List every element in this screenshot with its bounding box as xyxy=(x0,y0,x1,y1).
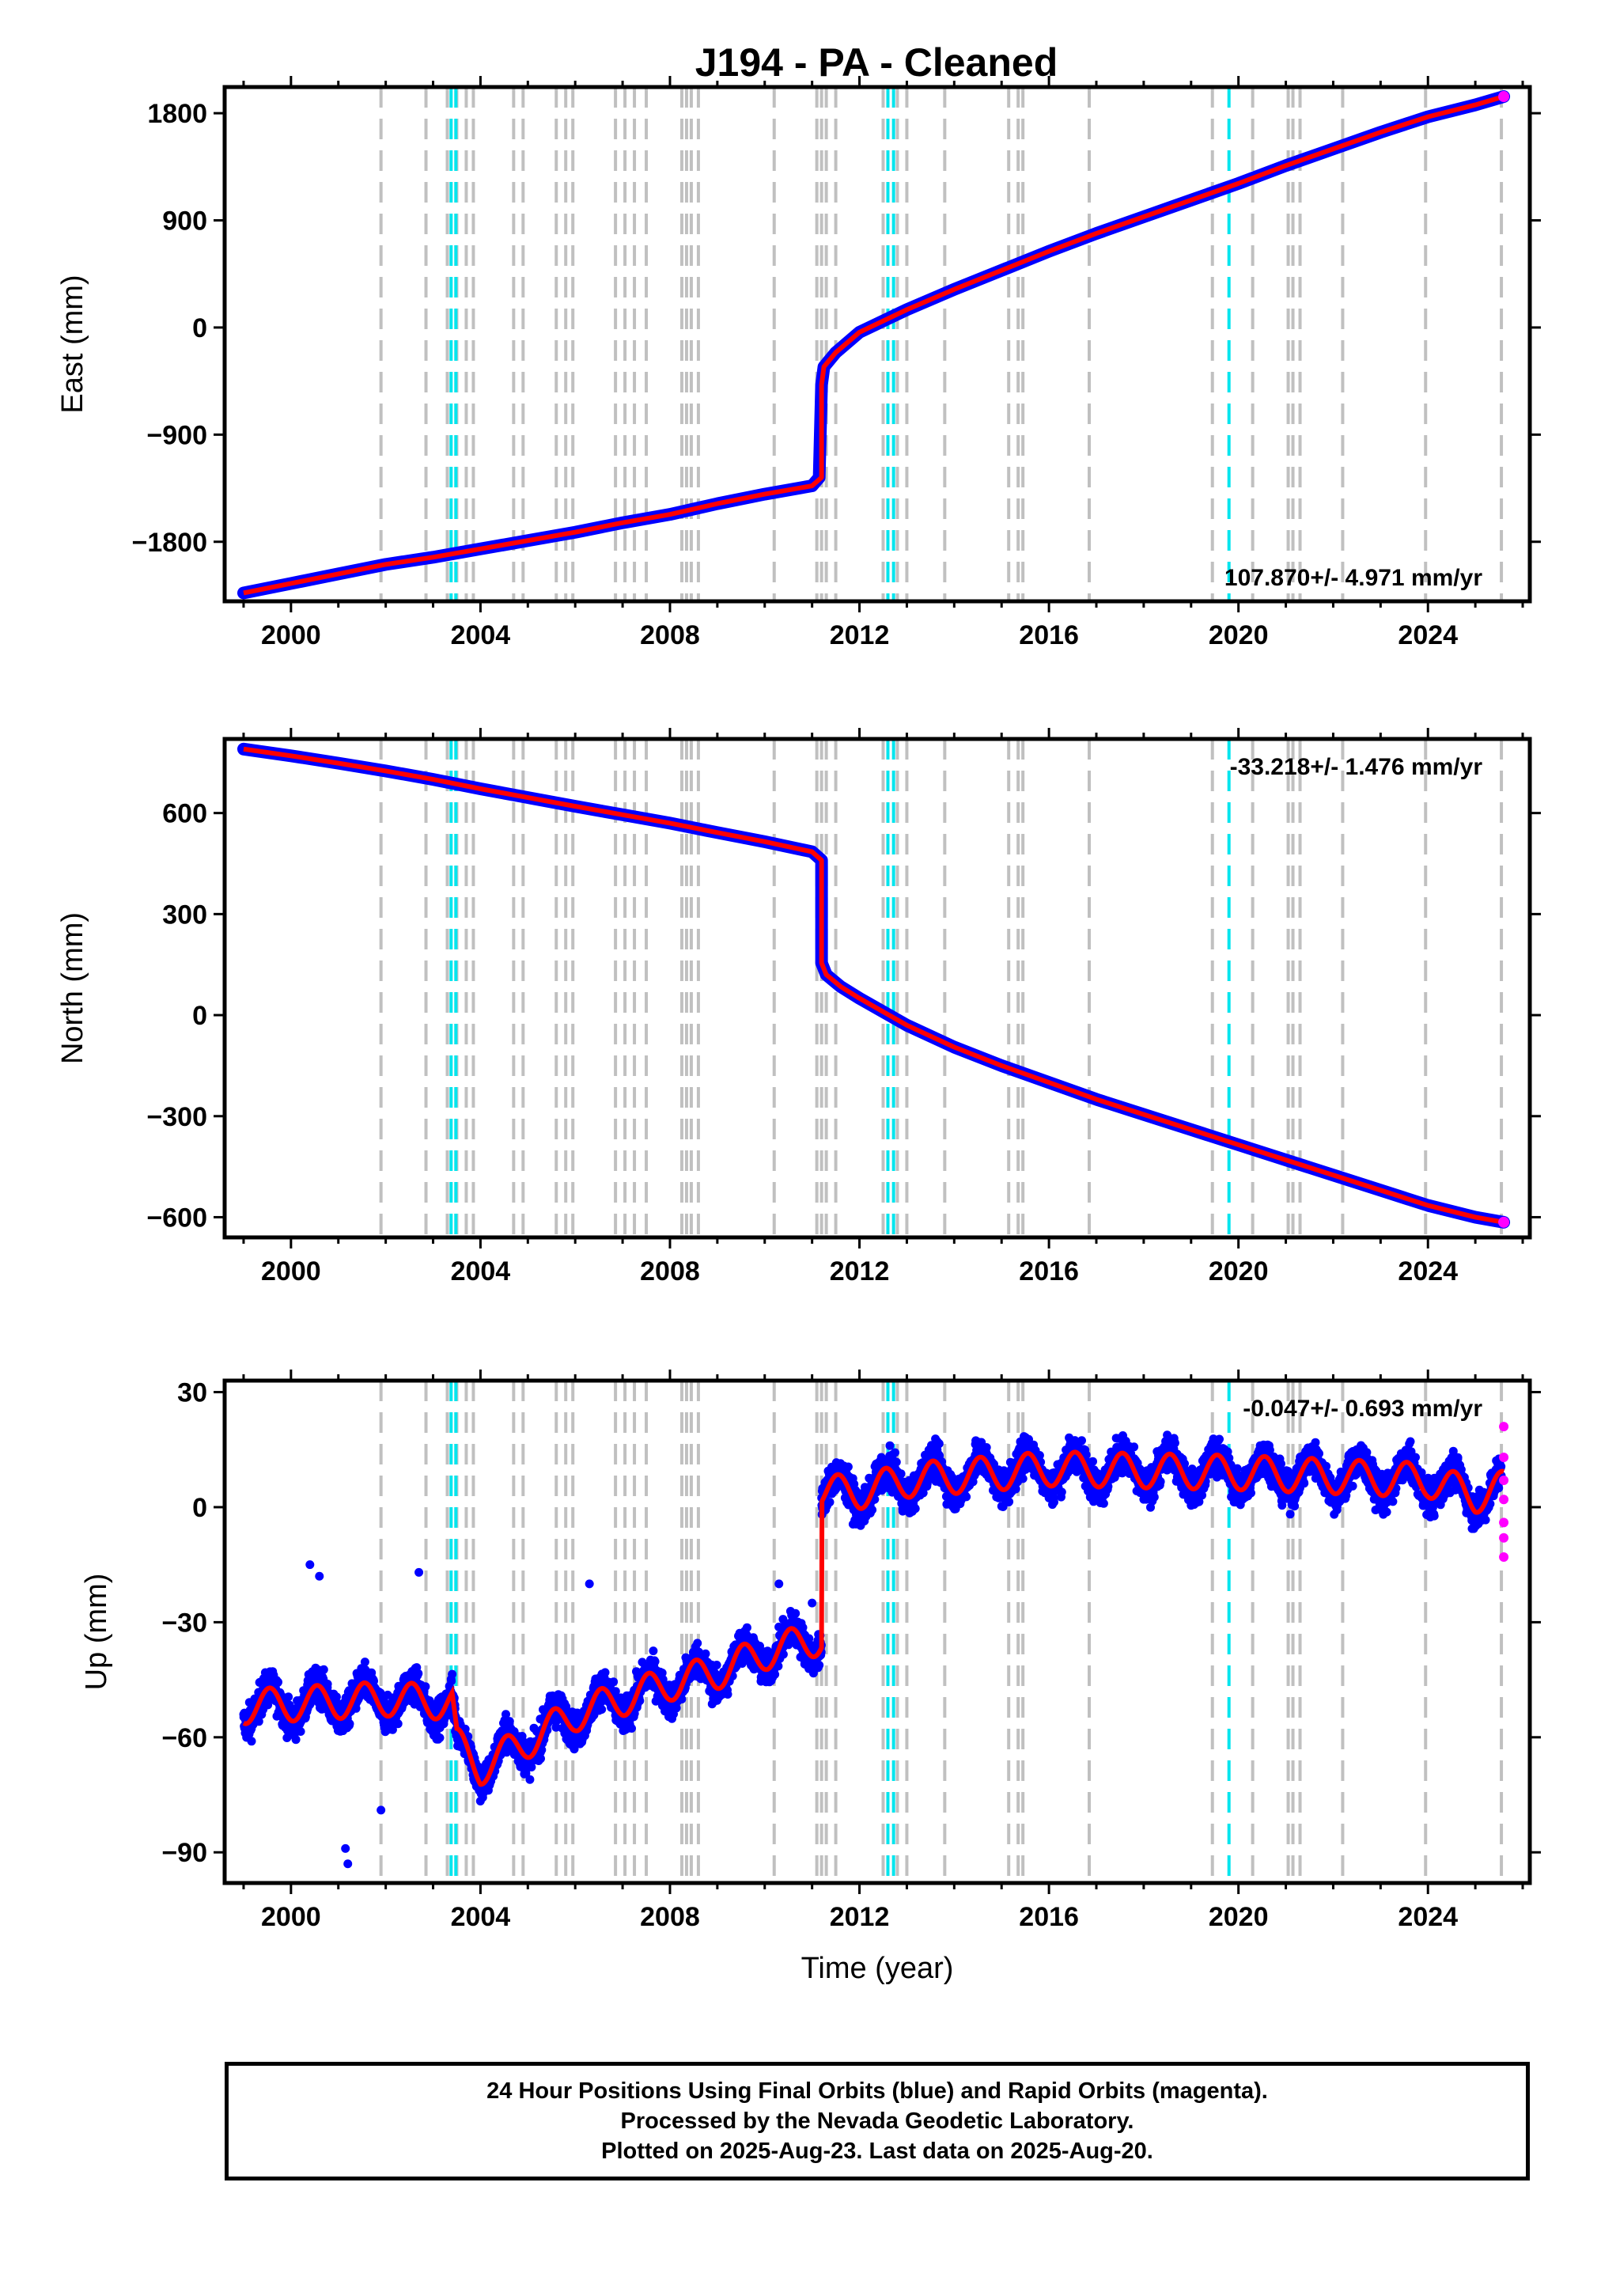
panel-up: 2000 2004 2008 2012 2016 2020 2024 −90 −60 −30 0 30… xyxy=(80,1370,1541,1985)
y-axis-label: Up (mm) xyxy=(80,1574,113,1691)
x-tick-label: 2000 xyxy=(261,620,321,650)
caption-line-1: 24 Hour Positions Using Final Orbits (bl… xyxy=(486,2078,1268,2104)
y-tick-label: 600 xyxy=(162,799,207,829)
y-tick-label: 300 xyxy=(162,900,207,930)
y-tick-label: −600 xyxy=(146,1203,207,1233)
panel-north: 2000 2004 2008 2012 2016 2020 2024 −600 −300 0 300… xyxy=(56,728,1541,1286)
y-tick-label: −60 xyxy=(161,1723,207,1753)
y-tick-label: 900 xyxy=(162,206,207,237)
model-fit-line xyxy=(243,746,1504,1225)
y-tick-label: −300 xyxy=(146,1102,207,1132)
rapid-orbit-point xyxy=(1499,1533,1509,1543)
y-tick-label: −30 xyxy=(161,1608,207,1638)
y-tick-label: −90 xyxy=(161,1838,207,1868)
rapid-orbit-point xyxy=(1499,1422,1509,1432)
rapid-orbit-point xyxy=(1499,1476,1509,1486)
plot-area xyxy=(237,739,1511,1237)
x-tick-label: 2000 xyxy=(261,1256,321,1286)
y-tick-label: 0 xyxy=(192,1001,207,1031)
x-tick-label: 2020 xyxy=(1209,1256,1269,1286)
velocity-rate-label: 107.870+/- 4.971 mm/yr xyxy=(1224,565,1482,591)
x-tick-label: 2004 xyxy=(451,1256,511,1286)
caption-line-3: Plotted on 2025-Aug-23. Last data on 202… xyxy=(601,2139,1153,2164)
velocity-rate-label: -0.047+/- 0.693 mm/yr xyxy=(1243,1396,1482,1422)
y-tick-label: 30 xyxy=(177,1378,207,1408)
model-fit-line xyxy=(243,94,1504,596)
rapid-orbit-point xyxy=(1499,1495,1509,1505)
x-tick-label: 2008 xyxy=(640,1902,700,1932)
y-axis-label: East (mm) xyxy=(56,275,89,413)
x-tick-label: 2020 xyxy=(1209,1902,1269,1932)
caption-line-2: Processed by the Nevada Geodetic Laborat… xyxy=(620,2108,1134,2134)
y-axis-label: North (mm) xyxy=(56,912,89,1064)
x-tick-label: 2016 xyxy=(1019,1256,1079,1286)
x-tick-label: 2008 xyxy=(640,620,700,650)
velocity-rate-label: -33.218+/- 1.476 mm/yr xyxy=(1230,754,1483,780)
plot-frame xyxy=(222,85,1532,604)
x-tick-label: 2004 xyxy=(451,620,511,650)
x-tick-label: 2016 xyxy=(1019,1902,1079,1932)
y-tick-label: −900 xyxy=(146,420,207,450)
rapid-orbit-point xyxy=(1499,1517,1509,1528)
rapid-orbit-point xyxy=(1498,91,1510,103)
y-tick-label: −1800 xyxy=(132,528,208,558)
x-tick-label: 2024 xyxy=(1398,620,1458,650)
x-tick-label: 2004 xyxy=(451,1902,511,1932)
plot-frame xyxy=(222,737,1532,1240)
x-tick-label: 2012 xyxy=(830,1902,890,1932)
y-tick-label: 1800 xyxy=(147,99,207,129)
final-orbit-points xyxy=(237,90,1511,600)
rapid-orbit-point xyxy=(1498,1216,1510,1228)
model-fit-line xyxy=(242,1449,1505,1787)
x-axis-label: Time (year) xyxy=(801,1952,954,1985)
x-tick-label: 2020 xyxy=(1209,620,1269,650)
x-tick-label: 2024 xyxy=(1398,1902,1458,1932)
final-orbit-points xyxy=(237,742,1511,1229)
x-tick-label: 2012 xyxy=(830,1256,890,1286)
x-tick-label: 2008 xyxy=(640,1256,700,1286)
plot-area xyxy=(237,87,1511,601)
y-tick-label: 0 xyxy=(192,1493,207,1523)
panel-east: 2000 2004 2008 2012 2016 2020 2024 −1800 −900 0 90… xyxy=(56,76,1541,650)
caption-box: 24 Hour Positions Using Final Orbits (bl… xyxy=(225,2062,1530,2180)
x-tick-label: 2012 xyxy=(830,620,890,650)
rapid-orbit-point xyxy=(1499,1452,1509,1462)
x-tick-label: 2024 xyxy=(1398,1256,1458,1286)
plot-area xyxy=(239,1381,1509,1883)
y-tick-label: 0 xyxy=(192,313,207,343)
plot-frame xyxy=(222,1378,1532,1885)
rapid-orbit-point xyxy=(1499,1552,1509,1562)
figure-title: J194 - PA - Cleaned xyxy=(695,40,1058,85)
x-tick-label: 2000 xyxy=(261,1902,321,1932)
x-tick-label: 2016 xyxy=(1019,620,1079,650)
